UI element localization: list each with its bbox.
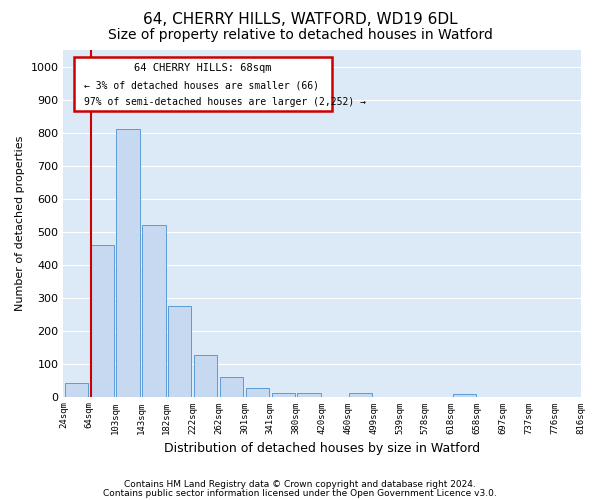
Bar	[245, 388, 269, 396]
Text: ← 3% of detached houses are smaller (66): ← 3% of detached houses are smaller (66)	[84, 80, 319, 90]
X-axis label: Distribution of detached houses by size in Watford: Distribution of detached houses by size …	[164, 442, 480, 455]
Bar	[349, 392, 373, 396]
Bar	[116, 129, 140, 396]
FancyBboxPatch shape	[74, 57, 332, 110]
Bar	[272, 392, 295, 396]
Text: Contains public sector information licensed under the Open Government Licence v3: Contains public sector information licen…	[103, 488, 497, 498]
Text: 64 CHERRY HILLS: 68sqm: 64 CHERRY HILLS: 68sqm	[134, 62, 272, 72]
Text: 97% of semi-detached houses are larger (2,252) →: 97% of semi-detached houses are larger (…	[84, 96, 366, 106]
Bar	[65, 384, 88, 396]
Bar	[298, 392, 320, 396]
Bar	[452, 394, 476, 396]
Text: 64, CHERRY HILLS, WATFORD, WD19 6DL: 64, CHERRY HILLS, WATFORD, WD19 6DL	[143, 12, 457, 28]
Text: Contains HM Land Registry data © Crown copyright and database right 2024.: Contains HM Land Registry data © Crown c…	[124, 480, 476, 489]
Bar	[168, 306, 191, 396]
Bar	[142, 225, 166, 396]
Text: Size of property relative to detached houses in Watford: Size of property relative to detached ho…	[107, 28, 493, 42]
Bar	[91, 244, 114, 396]
Bar	[220, 377, 243, 396]
Bar	[194, 356, 217, 397]
Y-axis label: Number of detached properties: Number of detached properties	[15, 136, 25, 311]
